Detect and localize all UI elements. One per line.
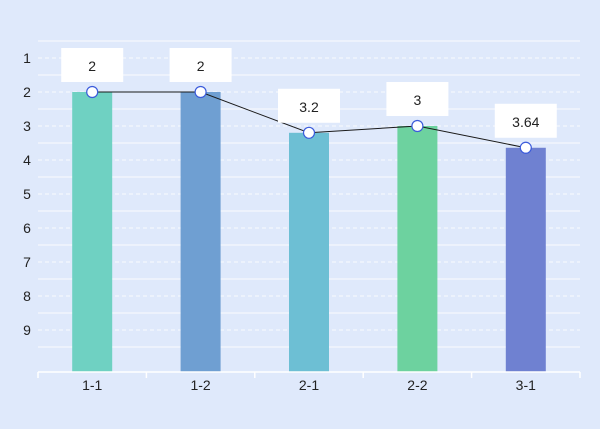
data-label-text: 3.64 [512,114,539,130]
x-tick-label: 2-1 [299,377,319,393]
y-tick-label: 2 [23,84,31,100]
bar [289,132,329,372]
line-point [519,141,532,154]
line-point [302,126,316,139]
y-tick-label: 8 [23,288,31,304]
x-axis-ticks: 1-1 1-2 2-1 2-2 3-1 [82,377,536,393]
line-point [86,85,99,99]
y-tick-label: 7 [23,254,31,270]
line-point [411,119,424,133]
data-label-text: 2 [88,58,96,74]
bar [397,126,438,372]
line-series [86,85,532,154]
data-label-box [386,82,449,116]
data-label-box [278,88,340,123]
y-tick-label: 3 [23,118,31,134]
y-tick-label: 4 [23,152,31,168]
bar [505,147,546,372]
x-tick-label: 3-1 [516,377,536,393]
data-label-text: 3.2 [299,99,319,115]
data-label-box [61,48,124,82]
y-tick-label: 5 [23,186,31,202]
y-tick-label: 9 [23,322,31,338]
data-label-box [494,103,557,138]
x-tick-label: 1-2 [190,377,210,393]
data-labels: 2 2 3.2 3 3.64 [61,48,557,138]
x-tick-label: 2-2 [407,377,427,393]
y-axis-ticks: 1 2 3 4 5 6 7 8 9 [23,50,31,338]
data-label-box [169,48,232,82]
y-tick-label: 1 [23,50,31,66]
data-label: 2 [169,48,232,82]
bar [72,92,113,372]
bars-group [72,92,546,372]
data-label: 2 [61,48,124,82]
line-point [194,85,207,99]
bar [180,92,221,372]
x-axis [37,371,581,378]
x-tick-label: 1-1 [82,377,102,393]
data-label: 3.64 [494,103,557,138]
data-label: 3 [386,82,449,116]
data-label-text: 2 [197,58,205,74]
y-tick-label: 6 [23,220,31,236]
data-label-text: 3 [414,92,422,108]
data-label: 3.2 [278,88,340,123]
